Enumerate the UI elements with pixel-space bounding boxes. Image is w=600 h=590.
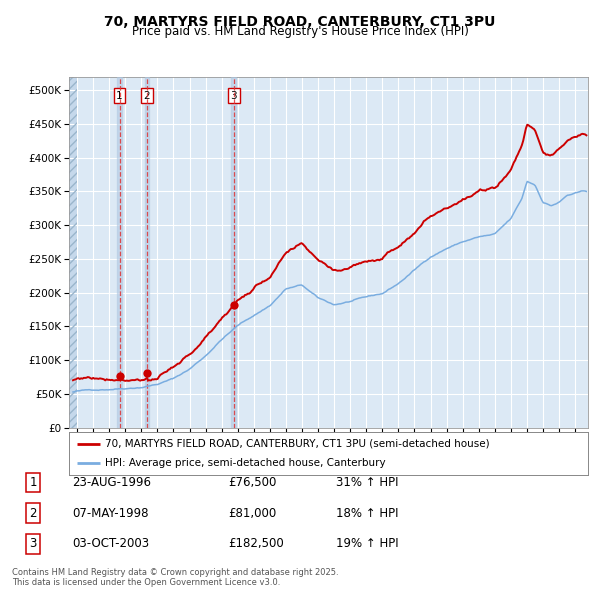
Bar bbox=[232, 77, 236, 428]
Text: 31% ↑ HPI: 31% ↑ HPI bbox=[336, 476, 398, 489]
Text: 03-OCT-2003: 03-OCT-2003 bbox=[72, 537, 149, 550]
Text: 2: 2 bbox=[29, 507, 37, 520]
Text: £182,500: £182,500 bbox=[228, 537, 284, 550]
Text: 2: 2 bbox=[143, 91, 150, 101]
Text: 1: 1 bbox=[29, 476, 37, 489]
Bar bbox=[145, 77, 149, 428]
Text: HPI: Average price, semi-detached house, Canterbury: HPI: Average price, semi-detached house,… bbox=[106, 458, 386, 468]
Text: 70, MARTYRS FIELD ROAD, CANTERBURY, CT1 3PU: 70, MARTYRS FIELD ROAD, CANTERBURY, CT1 … bbox=[104, 15, 496, 29]
Text: 23-AUG-1996: 23-AUG-1996 bbox=[72, 476, 151, 489]
Text: 70, MARTYRS FIELD ROAD, CANTERBURY, CT1 3PU (semi-detached house): 70, MARTYRS FIELD ROAD, CANTERBURY, CT1 … bbox=[106, 439, 490, 449]
Text: 3: 3 bbox=[230, 91, 237, 101]
Text: Contains HM Land Registry data © Crown copyright and database right 2025.
This d: Contains HM Land Registry data © Crown c… bbox=[12, 568, 338, 587]
Text: 1: 1 bbox=[116, 91, 123, 101]
Text: £81,000: £81,000 bbox=[228, 507, 276, 520]
Text: 3: 3 bbox=[29, 537, 37, 550]
Text: £76,500: £76,500 bbox=[228, 476, 277, 489]
Text: 07-MAY-1998: 07-MAY-1998 bbox=[72, 507, 149, 520]
Text: 18% ↑ HPI: 18% ↑ HPI bbox=[336, 507, 398, 520]
Bar bbox=[69, 77, 77, 428]
Bar bbox=[117, 77, 122, 428]
Bar bbox=[69, 77, 77, 428]
Text: Price paid vs. HM Land Registry's House Price Index (HPI): Price paid vs. HM Land Registry's House … bbox=[131, 25, 469, 38]
Text: 19% ↑ HPI: 19% ↑ HPI bbox=[336, 537, 398, 550]
